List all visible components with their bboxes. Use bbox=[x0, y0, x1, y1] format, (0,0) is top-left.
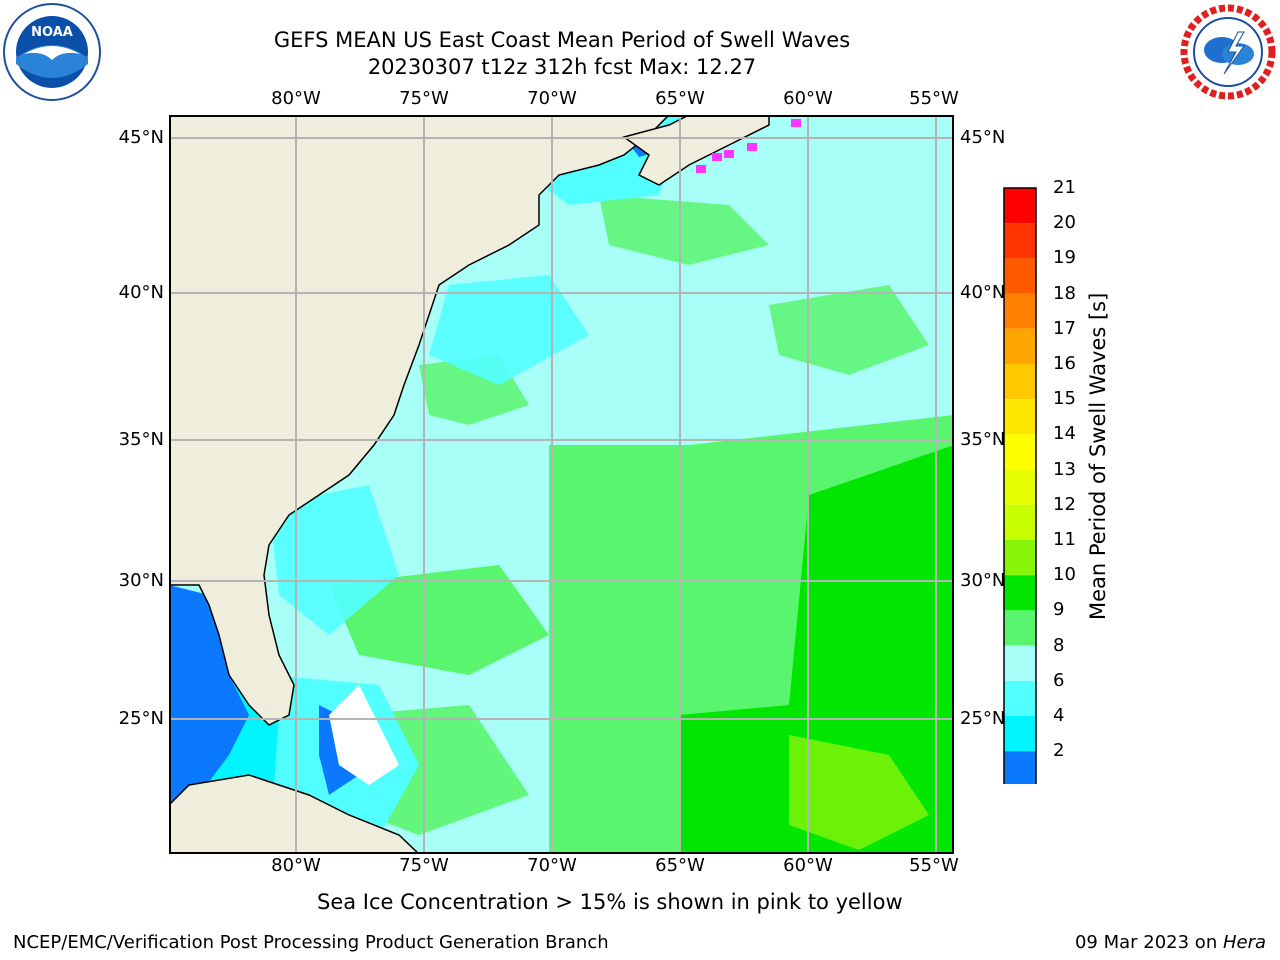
sea-ice-note: Sea Ice Concentration > 15% is shown in … bbox=[317, 890, 903, 914]
footer-machine: Hera bbox=[1222, 932, 1266, 953]
colorbar-segment bbox=[1004, 680, 1036, 716]
colorbar-segment bbox=[1004, 258, 1036, 294]
swell-period-map bbox=[169, 115, 954, 854]
lon-tick-bottom: 80°W bbox=[271, 855, 321, 876]
lat-tick-left: 45°N bbox=[118, 127, 164, 148]
lon-tick-top: 80°W bbox=[271, 88, 321, 109]
lat-tick-left: 40°N bbox=[118, 282, 164, 303]
colorbar-segment bbox=[1004, 751, 1036, 784]
colorbar-title: Mean Period of Swell Waves [s] bbox=[1086, 292, 1110, 620]
colorbar-tick-label: 18 bbox=[1053, 282, 1076, 304]
colorbar-segment bbox=[1004, 223, 1036, 259]
colorbar-tick-label: 16 bbox=[1053, 353, 1076, 374]
colorbar-tick-label: 20 bbox=[1053, 212, 1076, 234]
lat-tick-right: 40°N bbox=[960, 282, 1006, 303]
colorbar-tick-label: 4 bbox=[1053, 705, 1065, 726]
lon-tick-top: 70°W bbox=[527, 88, 577, 109]
chart-subtitle: 20230307 t12z 312h fcst Max: 12.27 bbox=[367, 55, 757, 79]
lat-tick-left: 30°N bbox=[118, 570, 164, 591]
nws-logo bbox=[1180, 4, 1276, 100]
colorbar-segment bbox=[1004, 469, 1036, 505]
colorbar-segment bbox=[1004, 716, 1036, 752]
colorbar-segment bbox=[1004, 610, 1036, 646]
colorbar-segment bbox=[1004, 434, 1036, 470]
footer-date: 09 Mar 2023 on Hera bbox=[1075, 932, 1266, 953]
lon-tick-bottom: 75°W bbox=[399, 855, 449, 876]
colorbar-tick-label: 8 bbox=[1053, 634, 1065, 656]
colorbar bbox=[1003, 187, 1037, 784]
colorbar-segment bbox=[1004, 399, 1036, 435]
lat-tick-left: 35°N bbox=[118, 429, 164, 450]
colorbar-tick-label: 19 bbox=[1053, 247, 1076, 269]
colorbar-tick-label: 9 bbox=[1053, 599, 1065, 621]
lon-tick-bottom: 60°W bbox=[783, 855, 833, 876]
colorbar-segment bbox=[1004, 328, 1036, 364]
map-grid bbox=[169, 115, 954, 854]
noaa-logo: NOAA bbox=[3, 3, 101, 101]
colorbar-segment bbox=[1004, 188, 1036, 224]
colorbar-segment bbox=[1004, 504, 1036, 540]
colorbar-tick-label: 2 bbox=[1053, 740, 1065, 762]
colorbar-tick-label: 14 bbox=[1053, 423, 1076, 445]
colorbar-tick-label: 12 bbox=[1053, 493, 1076, 515]
colorbar-segment bbox=[1004, 575, 1036, 611]
colorbar-tick-label: 15 bbox=[1053, 388, 1076, 410]
lat-tick-left: 25°N bbox=[118, 708, 164, 729]
colorbar-border bbox=[1003, 187, 1037, 784]
colorbar-tick-label: 10 bbox=[1053, 564, 1076, 586]
footer-org: NCEP/EMC/Verification Post Processing Pr… bbox=[13, 932, 609, 953]
lat-tick-right: 45°N bbox=[960, 127, 1006, 148]
lon-tick-top: 60°W bbox=[783, 88, 833, 109]
colorbar-tick-label: 13 bbox=[1053, 458, 1076, 480]
svg-text:NOAA: NOAA bbox=[31, 25, 73, 40]
lon-tick-bottom: 55°W bbox=[909, 855, 959, 876]
colorbar-segment bbox=[1004, 293, 1036, 329]
colorbar-tick-label: 6 bbox=[1053, 669, 1065, 691]
colorbar-segment bbox=[1004, 645, 1036, 681]
lon-tick-bottom: 70°W bbox=[527, 855, 577, 876]
colorbar-tick-label: 17 bbox=[1053, 317, 1076, 339]
cuba-land bbox=[169, 774, 421, 854]
colorbar-tick-label: 11 bbox=[1053, 529, 1076, 550]
lon-tick-bottom: 65°W bbox=[655, 855, 705, 876]
chart-title: GEFS MEAN US East Coast Mean Period of S… bbox=[273, 28, 851, 52]
colorbar-tick-label: 21 bbox=[1053, 177, 1076, 198]
lon-tick-top: 65°W bbox=[655, 88, 705, 109]
lat-tick-right: 35°N bbox=[960, 429, 1006, 450]
lat-tick-right: 30°N bbox=[960, 570, 1006, 591]
lat-tick-right: 25°N bbox=[960, 708, 1006, 729]
sea-ice-area bbox=[696, 119, 801, 173]
colorbar-segment bbox=[1004, 540, 1036, 576]
lon-tick-top: 75°W bbox=[399, 88, 449, 109]
colorbar-segment bbox=[1004, 364, 1036, 400]
lon-tick-top: 55°W bbox=[909, 88, 959, 109]
footer-date-text: 09 Mar 2023 on bbox=[1074, 932, 1223, 953]
